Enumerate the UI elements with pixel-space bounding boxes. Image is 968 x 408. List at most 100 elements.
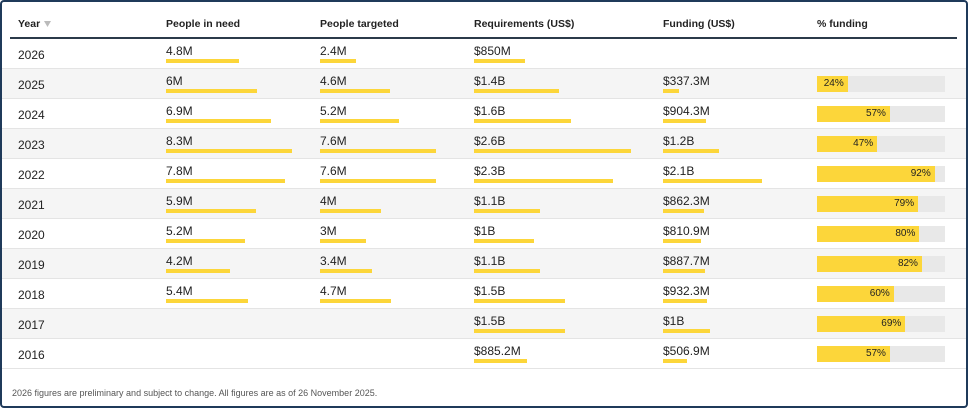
table-row: [2, 309, 966, 339]
funding-label: $337.3M: [663, 74, 710, 88]
funding-fill: [817, 196, 919, 212]
funding-label: $1B: [663, 314, 685, 328]
funding-bar: [663, 89, 679, 93]
people-in-need-bar: [166, 239, 246, 243]
table-row: [2, 279, 966, 309]
funding-percent-label: 79%: [894, 198, 915, 209]
header-people-targeted: People targeted: [320, 18, 399, 30]
header-year[interactable]: Year: [18, 18, 41, 30]
year-cell: 2021: [18, 198, 45, 212]
requirements-bar: [474, 239, 535, 243]
people-targeted-label: 3.4M: [320, 254, 347, 268]
funding-percent-label: 47%: [853, 138, 874, 149]
people-targeted-bar: [320, 269, 372, 273]
people-in-need-label: 8.3M: [166, 134, 193, 148]
table-row: [2, 249, 966, 279]
people-in-need-label: 5.2M: [166, 224, 193, 238]
requirements-bar: [474, 149, 632, 153]
people-in-need-bar: [166, 149, 293, 153]
requirements-bar: [474, 119, 571, 123]
people-in-need-bar: [166, 299, 249, 303]
people-in-need-label: 4.8M: [166, 44, 193, 58]
people-in-need-label: 4.2M: [166, 254, 193, 268]
people-in-need-bar: [166, 179, 285, 183]
table-row: [2, 69, 966, 99]
year-cell: 2026: [18, 48, 45, 62]
funding-fill: [817, 106, 890, 122]
sort-icon[interactable]: [44, 20, 52, 28]
funding-fill: [817, 346, 890, 362]
funding-fill: [817, 256, 922, 272]
people-targeted-label: 3M: [320, 224, 337, 238]
requirements-label: $1B: [474, 224, 496, 238]
funding-percent-label: 24%: [823, 78, 844, 89]
funding-fill: [817, 226, 920, 242]
funding-label: $887.7M: [663, 254, 710, 268]
requirements-label: $1.6B: [474, 104, 506, 118]
funding-fill: [817, 76, 848, 92]
funding-fill: [817, 286, 894, 302]
funding-percent-label: 80%: [895, 228, 916, 239]
people-in-need-bar: [166, 59, 239, 63]
people-targeted-bar: [320, 119, 400, 123]
funding-fill: [817, 136, 878, 152]
table-row: [2, 159, 966, 189]
requirements-bar: [474, 299, 565, 303]
people-targeted-bar: [320, 89, 390, 93]
funding-bar: [663, 239, 702, 243]
requirements-label: $1.4B: [474, 74, 506, 88]
funding-fill: [817, 316, 906, 332]
requirements-label: $1.5B: [474, 314, 506, 328]
requirements-bar: [474, 329, 565, 333]
footnote: 2026 figures are preliminary and subject…: [12, 388, 378, 398]
funding-percent-label: 92%: [910, 168, 931, 179]
funding-bar: [663, 269, 705, 273]
people-targeted-label: 4M: [320, 194, 337, 208]
people-targeted-label: 4.7M: [320, 284, 347, 298]
table-row: [2, 39, 966, 69]
funding-bar: [663, 119, 706, 123]
funding-label: $904.3M: [663, 104, 710, 118]
people-in-need-label: 7.8M: [166, 164, 193, 178]
requirements-label: $2.6B: [474, 134, 506, 148]
people-in-need-label: 6M: [166, 74, 183, 88]
requirements-label: $1.5B: [474, 284, 506, 298]
year-cell: 2025: [18, 78, 45, 92]
table-row: [2, 189, 966, 219]
header-funding: Funding (US$): [663, 18, 735, 30]
funding-bar: [663, 359, 687, 363]
funding-bar: [663, 149, 720, 153]
requirements-bar: [474, 209, 541, 213]
table-row: [2, 99, 966, 129]
year-cell: 2019: [18, 258, 45, 272]
people-targeted-bar: [320, 59, 357, 63]
header-people-in-need: People in need: [166, 18, 241, 30]
people-targeted-bar: [320, 179, 436, 183]
people-targeted-bar: [320, 239, 366, 243]
funding-label: $1.2B: [663, 134, 695, 148]
funding-percent-label: 57%: [865, 348, 886, 359]
funding-percent-label: 57%: [865, 108, 886, 119]
funding-bar: [663, 179, 762, 183]
requirements-bar: [474, 59, 526, 63]
requirements-bar: [474, 359, 528, 363]
header-requirements: Requirements (US$): [474, 18, 575, 30]
year-cell: 2018: [18, 288, 45, 302]
funding-percent-label: 69%: [881, 318, 902, 329]
year-cell: 2017: [18, 318, 45, 332]
people-targeted-bar: [320, 149, 436, 153]
year-cell: 2020: [18, 228, 45, 242]
people-targeted-bar: [320, 299, 392, 303]
year-cell: 2016: [18, 348, 45, 362]
requirements-label: $1.1B: [474, 194, 506, 208]
requirements-label: $850M: [474, 44, 511, 58]
table-row: [2, 219, 966, 249]
funding-percent-label: 82%: [897, 258, 918, 269]
people-targeted-label: 4.6M: [320, 74, 347, 88]
requirements-label: $1.1B: [474, 254, 506, 268]
people-targeted-label: 2.4M: [320, 44, 347, 58]
requirements-label: $885.2M: [474, 344, 521, 358]
requirements-label: $2.3B: [474, 164, 506, 178]
people-in-need-bar: [166, 89, 258, 93]
table-row: [2, 339, 966, 369]
